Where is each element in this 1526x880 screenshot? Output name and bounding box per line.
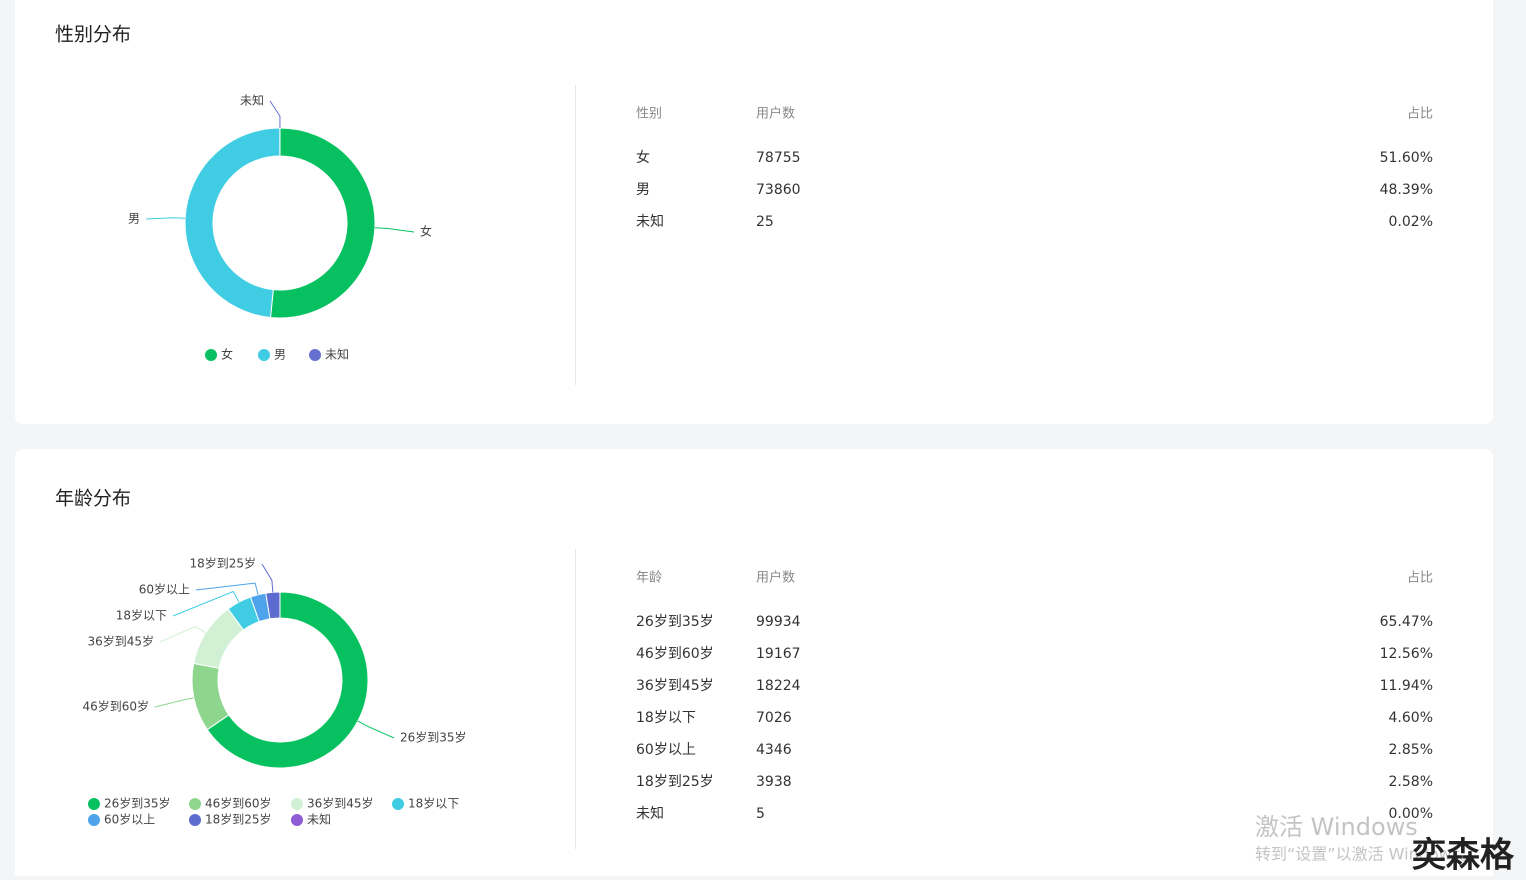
table-cell: 19167 bbox=[756, 646, 801, 662]
table-cell: 51.60% bbox=[1380, 150, 1433, 166]
table-cell: 3938 bbox=[756, 774, 792, 790]
legend-swatch bbox=[88, 814, 100, 826]
slice-label: 未知 bbox=[240, 94, 264, 108]
legend-label: 男 bbox=[274, 348, 286, 362]
table-cell: 36岁到45岁 bbox=[636, 678, 714, 694]
legend-label: 18岁以下 bbox=[408, 796, 459, 811]
legend-label: 46岁到60岁 bbox=[205, 796, 272, 811]
table-cell: 78755 bbox=[756, 150, 801, 166]
legend-label: 未知 bbox=[325, 348, 349, 362]
slice-label: 男 bbox=[128, 212, 140, 226]
legend-swatch bbox=[88, 798, 100, 810]
legend-swatch bbox=[291, 798, 303, 810]
slice-label: 女 bbox=[420, 224, 432, 239]
legend-label: 26岁到35岁 bbox=[104, 796, 171, 811]
table-cell: 2.58% bbox=[1389, 774, 1433, 790]
legend-swatch bbox=[392, 798, 404, 810]
table-header: 性别 bbox=[636, 107, 662, 122]
table-cell: 26岁到35岁 bbox=[636, 614, 714, 630]
table-cell: 未知 bbox=[636, 213, 664, 230]
table-cell: 4.60% bbox=[1389, 710, 1433, 726]
table-header: 占比 bbox=[1407, 571, 1433, 586]
legend-label: 36岁到45岁 bbox=[307, 796, 374, 811]
slice-label: 18岁到25岁 bbox=[189, 556, 256, 571]
table-cell: 男 bbox=[636, 182, 650, 198]
slice-label: 36岁到45岁 bbox=[87, 634, 154, 649]
table-cell: 2.85% bbox=[1389, 742, 1433, 758]
slice-label: 60岁以上 bbox=[139, 582, 190, 597]
table-cell: 女 bbox=[636, 149, 650, 166]
table-cell: 99934 bbox=[756, 614, 801, 630]
legend-swatch bbox=[309, 349, 321, 361]
table-cell: 18224 bbox=[756, 678, 801, 694]
legend-swatch bbox=[291, 814, 303, 826]
legend-label: 18岁到25岁 bbox=[205, 812, 272, 827]
logo: 奕森格 bbox=[1412, 836, 1515, 876]
table-cell: 18岁到25岁 bbox=[636, 774, 714, 790]
legend-label: 女 bbox=[221, 347, 233, 362]
table-cell: 未知 bbox=[636, 805, 664, 822]
legend-swatch bbox=[189, 798, 201, 810]
legend-swatch bbox=[258, 349, 270, 361]
table-cell: 4346 bbox=[756, 742, 792, 758]
section-title: 年龄分布 bbox=[55, 488, 131, 510]
legend-label: 60岁以上 bbox=[104, 812, 155, 827]
legend-swatch bbox=[189, 814, 201, 826]
legend-label: 未知 bbox=[307, 813, 331, 827]
table-header: 用户数 bbox=[756, 106, 795, 122]
table-cell: 5 bbox=[756, 806, 765, 822]
slice-label: 18岁以下 bbox=[116, 608, 167, 623]
table-header: 年龄 bbox=[636, 571, 662, 586]
table-cell: 73860 bbox=[756, 182, 801, 198]
table-cell: 46岁到60岁 bbox=[636, 646, 714, 662]
table-cell: 25 bbox=[756, 214, 774, 230]
table-cell: 60岁以上 bbox=[636, 742, 696, 758]
section-title: 性别分布 bbox=[55, 24, 131, 46]
table-cell: 65.47% bbox=[1380, 614, 1433, 630]
slice-label: 26岁到35岁 bbox=[400, 730, 467, 745]
table-cell: 12.56% bbox=[1380, 646, 1433, 662]
table-cell: 48.39% bbox=[1380, 182, 1433, 198]
table-header: 占比 bbox=[1407, 107, 1433, 122]
table-header: 用户数 bbox=[756, 570, 795, 586]
legend-swatch bbox=[205, 349, 217, 361]
slice-label: 46岁到60岁 bbox=[82, 699, 149, 714]
table-cell: 7026 bbox=[756, 710, 792, 726]
table-cell: 11.94% bbox=[1380, 678, 1433, 694]
table-cell: 18岁以下 bbox=[636, 710, 696, 726]
card bbox=[15, 0, 1493, 424]
table-cell: 0.02% bbox=[1389, 214, 1433, 230]
watermark-title: 激活 Windows bbox=[1255, 813, 1418, 841]
